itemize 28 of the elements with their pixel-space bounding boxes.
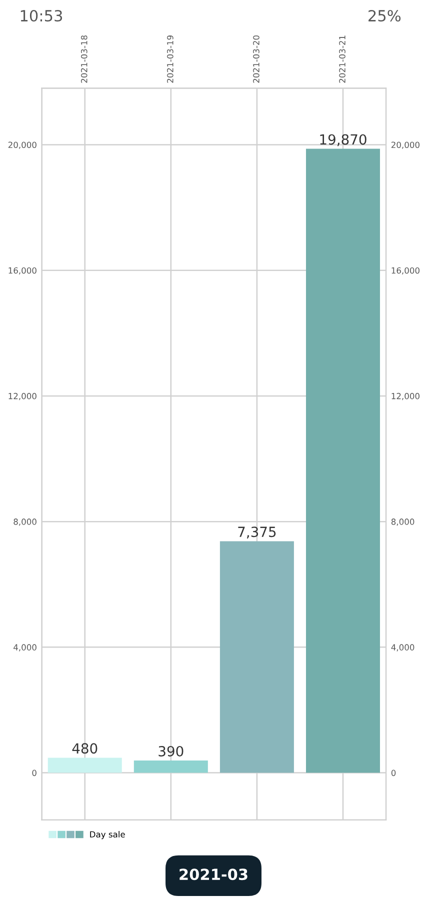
legend-label: Day sale <box>90 831 125 840</box>
y-tick-label: 12,000 <box>8 392 36 400</box>
text: 25% <box>368 10 401 22</box>
y2-tick-label: 16,000 <box>392 267 420 274</box>
x-tick-label: 2021-03-19 <box>167 35 174 83</box>
y-tick-label: 16,000 <box>8 267 36 274</box>
bar <box>134 760 208 773</box>
bar <box>220 541 294 773</box>
data-label: 480 <box>72 743 98 754</box>
y2-tick-label: 0 <box>391 770 396 776</box>
y2-tick-label: 12,000 <box>392 392 420 400</box>
x-tick-label: 2021-03-21 <box>339 36 346 83</box>
bar <box>48 758 122 773</box>
text: 10:53 <box>20 10 62 22</box>
bar <box>306 148 380 773</box>
y-tick-label: 4,000 <box>14 644 36 652</box>
data-label: 390 <box>158 746 184 756</box>
data-label: 19,870 <box>320 134 366 146</box>
y2-tick-label: 4,000 <box>391 644 414 652</box>
y-tick-label: 8,000 <box>14 518 36 526</box>
x-tick-label: 2021-03-18 <box>80 35 88 83</box>
y2-tick-label: 20,000 <box>391 142 420 149</box>
y-tick-label: 0 <box>32 770 36 776</box>
text: 2021-03 <box>180 868 248 880</box>
x-tick-label: 2021-03-20 <box>253 35 260 83</box>
y-tick-label: 20,000 <box>8 142 36 149</box>
y2-tick-label: 8,000 <box>391 518 414 526</box>
data-label: 7,375 <box>238 526 276 539</box>
